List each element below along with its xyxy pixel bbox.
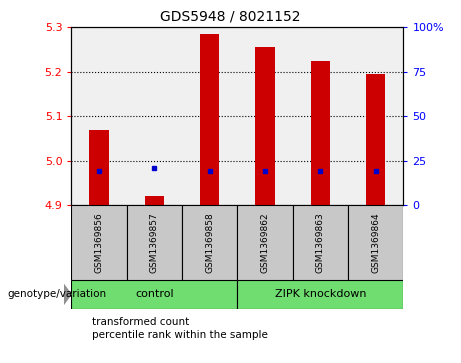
Bar	[348, 205, 403, 280]
Text: GSM1369856: GSM1369856	[95, 212, 104, 273]
Bar	[182, 205, 237, 280]
Bar	[71, 280, 237, 309]
Text: control: control	[135, 289, 174, 299]
Text: ZIPK knockdown: ZIPK knockdown	[275, 289, 366, 299]
Polygon shape	[64, 283, 72, 306]
Bar	[71, 205, 127, 280]
Text: genotype/variation: genotype/variation	[7, 289, 106, 299]
Bar	[311, 61, 330, 205]
Bar	[127, 205, 182, 280]
Text: GSM1369862: GSM1369862	[260, 212, 270, 273]
Text: GSM1369858: GSM1369858	[205, 212, 214, 273]
Text: GSM1369857: GSM1369857	[150, 212, 159, 273]
Bar	[145, 196, 164, 205]
Bar	[89, 130, 109, 205]
Bar	[293, 205, 348, 280]
Text: GSM1369864: GSM1369864	[371, 212, 380, 273]
Bar	[366, 74, 385, 205]
Bar	[237, 280, 403, 309]
Text: GSM1369863: GSM1369863	[316, 212, 325, 273]
Bar	[237, 205, 293, 280]
Text: percentile rank within the sample: percentile rank within the sample	[92, 330, 268, 340]
Text: transformed count: transformed count	[92, 317, 189, 327]
Bar	[255, 47, 275, 205]
Text: GDS5948 / 8021152: GDS5948 / 8021152	[160, 9, 301, 23]
Bar	[200, 34, 219, 205]
